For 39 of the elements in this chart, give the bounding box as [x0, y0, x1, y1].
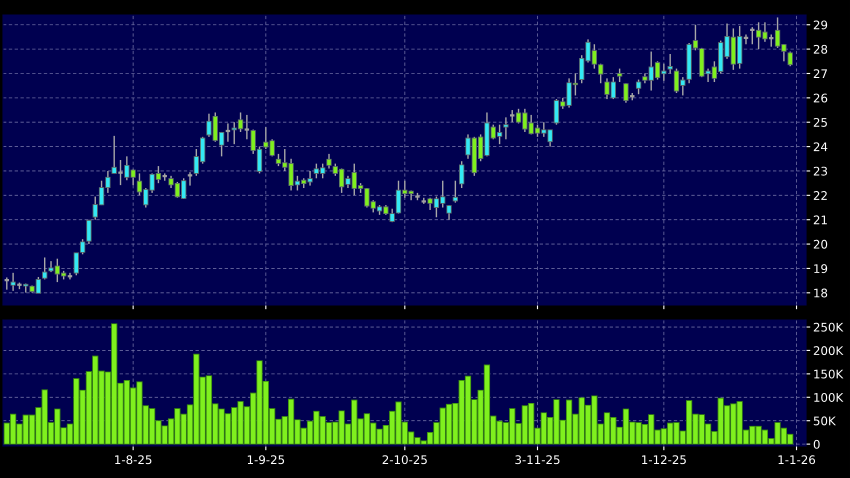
y-tick-label: 20: [814, 240, 828, 249]
candlestick: [788, 50, 793, 67]
candlestick: [452, 180, 458, 204]
candlestick: [616, 68, 622, 83]
candlestick: [446, 204, 452, 220]
y-tick-label: 150K: [814, 370, 844, 379]
y-tick-label: 24: [814, 142, 828, 152]
y-tick-label: 26: [814, 94, 828, 103]
y-tick-label: 21: [814, 215, 827, 224]
candlestick: [636, 78, 642, 95]
candlestick: [503, 116, 509, 140]
x-tick-label: 1-8-25: [115, 455, 152, 464]
x-tick-label: 2-10-25: [382, 455, 427, 464]
y-tick-label: 28: [814, 44, 828, 54]
y-tick-label: 23: [814, 166, 828, 176]
y-tick-label: 18: [814, 288, 828, 298]
candlestick: [326, 153, 332, 170]
y-tick-label: 22: [814, 191, 827, 200]
candlestick: [459, 160, 464, 189]
y-tick-label: 50K: [814, 416, 836, 426]
x-tick-label: 1-1-26: [778, 455, 816, 464]
y-tick-label: 0: [814, 440, 820, 449]
y-tick-label: 19: [814, 264, 828, 274]
y-tick-label: 29: [814, 20, 828, 30]
y-tick-label: 27: [814, 69, 827, 78]
candlestick: [117, 159, 124, 186]
y-tick-label: 250K: [814, 322, 844, 332]
y-tick-label: 200K: [814, 346, 844, 356]
x-tick-label: 3-11-25: [515, 455, 560, 464]
candlestick: [668, 53, 673, 74]
candlestick: [86, 219, 92, 245]
candlestick: [186, 171, 194, 186]
y-tick-label: 25: [814, 118, 827, 127]
candlestick: [42, 256, 48, 280]
candlestick: [598, 63, 604, 84]
x-tick-label: 1-12-25: [642, 455, 686, 464]
x-tick-label: 1-9-25: [248, 455, 284, 464]
candlestick: [224, 122, 232, 142]
y-tick-label: 100K: [814, 393, 844, 402]
